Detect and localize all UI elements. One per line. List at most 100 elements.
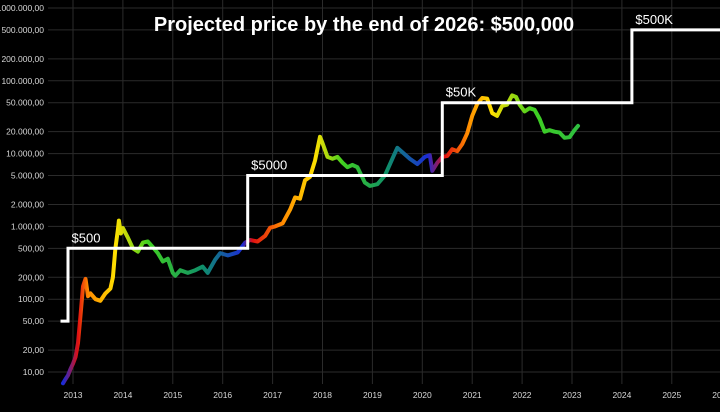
price-point xyxy=(156,251,160,255)
price-point xyxy=(514,95,518,99)
price-point xyxy=(93,297,98,301)
price-point xyxy=(450,147,454,151)
grid xyxy=(48,0,720,384)
price-point xyxy=(313,159,317,163)
price-point xyxy=(303,178,307,182)
x-tick-label: 2016 xyxy=(213,390,232,400)
price-point xyxy=(572,128,577,132)
price-point xyxy=(178,268,182,272)
price-point xyxy=(256,239,260,244)
price-point xyxy=(78,313,83,317)
price-point xyxy=(567,135,572,139)
x-tick-label: 2023 xyxy=(563,390,582,400)
price-point xyxy=(320,141,325,145)
price-point xyxy=(280,221,285,225)
price-point xyxy=(547,128,552,132)
price-point xyxy=(510,93,514,98)
price-point xyxy=(88,291,93,296)
price-point xyxy=(435,161,439,165)
price-point xyxy=(103,291,108,296)
price-point xyxy=(480,96,484,100)
y-tick-label: 200.000,00 xyxy=(1,54,44,64)
price-point xyxy=(76,341,80,345)
price-point xyxy=(355,165,360,169)
price-point xyxy=(470,114,474,118)
price-point xyxy=(350,163,355,167)
x-tick-label: 2024 xyxy=(612,390,631,400)
x-tick-label: 2017 xyxy=(263,390,282,400)
price-point xyxy=(71,362,75,366)
price-point xyxy=(428,153,432,157)
price-series-line xyxy=(61,93,580,386)
price-point xyxy=(126,236,130,240)
x-axis-labels: 2013 2014 2015 2016 2017 2018 2019 2020 2021 2022… xyxy=(64,390,720,400)
price-point xyxy=(119,231,123,236)
y-tick-label: 50.000,00 xyxy=(6,98,44,108)
price-point xyxy=(325,155,330,159)
target-step-line xyxy=(60,28,720,323)
y-tick-label: 200,00 xyxy=(18,272,44,282)
price-point xyxy=(68,367,73,371)
price-point xyxy=(273,224,277,228)
x-tick-label: 2020 xyxy=(413,390,432,400)
price-point xyxy=(576,124,580,128)
price-point xyxy=(263,234,267,238)
price-point xyxy=(236,250,240,254)
price-point xyxy=(186,271,190,275)
step-label: $500 xyxy=(72,230,101,245)
price-point xyxy=(345,165,350,169)
y-tick-label: 20.000,00 xyxy=(6,127,44,137)
price-point xyxy=(226,253,230,257)
price-point xyxy=(542,130,547,134)
price-point xyxy=(390,157,394,161)
price-point xyxy=(330,157,335,161)
step-label: $50K xyxy=(446,85,477,100)
y-tick-label: 10,00 xyxy=(23,367,45,377)
price-point xyxy=(171,271,175,275)
price-point xyxy=(61,381,65,385)
price-point xyxy=(490,111,494,115)
price-point xyxy=(218,251,222,255)
x-tick-label: 2026 xyxy=(712,390,720,400)
x-tick-label: 2014 xyxy=(113,390,132,400)
x-tick-label: 2015 xyxy=(163,390,182,400)
price-point xyxy=(485,96,489,101)
x-tick-label: 2018 xyxy=(313,390,332,400)
y-tick-label: 100,00 xyxy=(18,294,44,304)
price-point xyxy=(66,373,70,377)
price-point xyxy=(460,142,464,146)
y-tick-label: 2.000,00 xyxy=(11,199,44,209)
price-point xyxy=(98,299,103,303)
y-tick-label: 500.000,00 xyxy=(1,25,44,35)
y-tick-label: 1.000.000,00 xyxy=(0,3,44,13)
price-point xyxy=(415,162,419,166)
x-tick-label: 2022 xyxy=(513,390,532,400)
price-point xyxy=(166,257,170,261)
y-tick-label: 10.000,00 xyxy=(6,149,44,159)
price-point xyxy=(430,169,434,173)
price-point xyxy=(206,271,210,275)
price-point xyxy=(161,259,165,264)
price-point xyxy=(243,240,247,245)
price-point xyxy=(375,182,379,186)
price-point xyxy=(193,268,197,272)
price-point xyxy=(201,265,205,269)
y-tick-label: 100.000,00 xyxy=(1,76,44,86)
x-tick-label: 2013 xyxy=(64,390,83,400)
price-point xyxy=(288,208,292,212)
x-tick-label: 2021 xyxy=(463,390,482,400)
step-labels: $500 $5000 $50K $500K xyxy=(72,12,674,245)
price-point xyxy=(537,117,542,121)
price-point xyxy=(116,228,120,232)
price-point xyxy=(86,294,90,298)
y-tick-label: 1.000,00 xyxy=(11,221,44,231)
step-label: $500K xyxy=(635,12,673,27)
price-point xyxy=(81,284,85,288)
price-point xyxy=(63,377,68,381)
price-point xyxy=(173,274,177,278)
y-tick-label: 20,00 xyxy=(23,345,45,355)
price-point xyxy=(268,226,272,230)
y-tick-label: 50,00 xyxy=(23,316,45,326)
